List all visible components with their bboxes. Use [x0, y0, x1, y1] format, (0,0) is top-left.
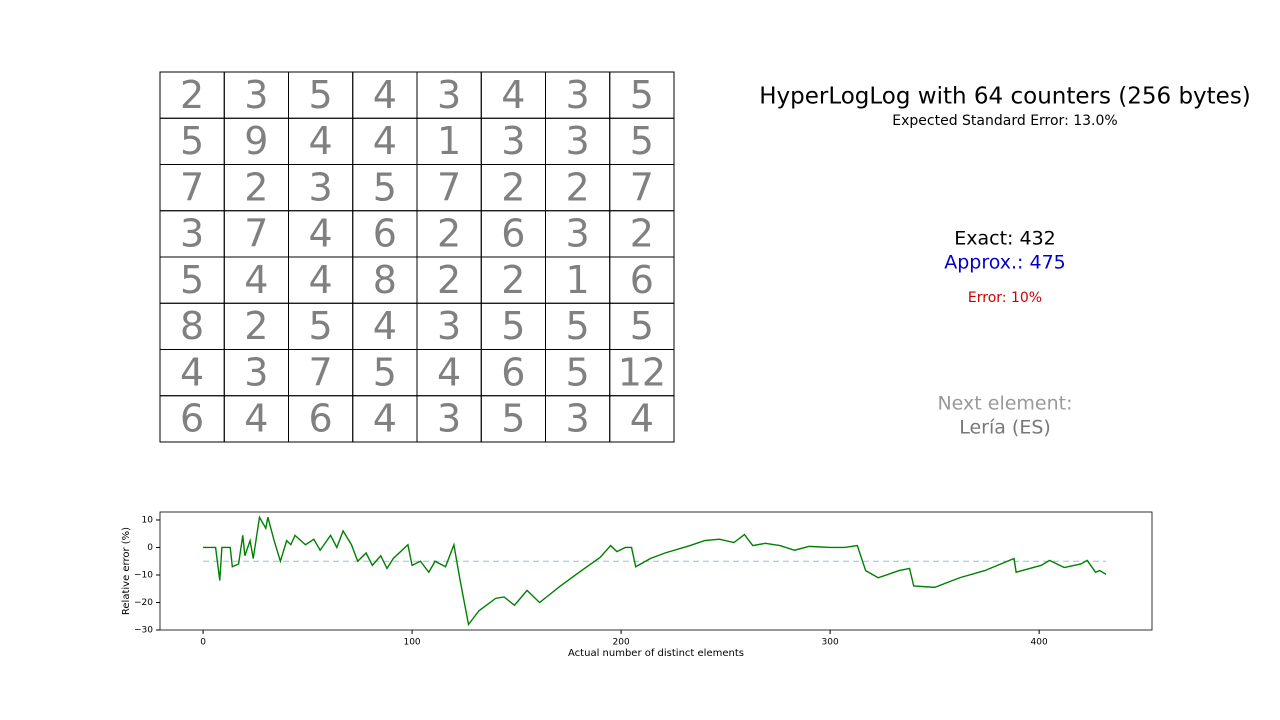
register-value: 5 [501, 304, 525, 348]
register-value: 6 [180, 397, 204, 441]
register-value: 3 [437, 73, 461, 117]
register-value: 3 [566, 212, 590, 256]
next-value: Lería (ES) [959, 417, 1051, 439]
register-value: 12 [618, 350, 666, 394]
register-value: 2 [501, 258, 525, 302]
register-value: 2 [244, 304, 268, 348]
register-value: 7 [309, 350, 333, 394]
register-value: 5 [309, 304, 333, 348]
register-value: 2 [437, 258, 461, 302]
register-value: 2 [566, 165, 590, 209]
register-value: 5 [501, 397, 525, 441]
next-label: Next element: [937, 393, 1072, 415]
x-tick-label: 400 [1031, 638, 1048, 648]
register-value: 4 [373, 73, 397, 117]
register-value: 3 [244, 73, 268, 117]
register-value: 9 [244, 119, 268, 163]
register-value: 6 [501, 212, 525, 256]
register-value: 5 [630, 73, 654, 117]
register-value: 3 [566, 119, 590, 163]
register-value: 8 [180, 304, 204, 348]
register-value: 5 [566, 304, 590, 348]
register-value: 3 [566, 73, 590, 117]
register-value: 2 [244, 165, 268, 209]
exact: Exact: 432 [954, 228, 1056, 250]
approx: Approx.: 475 [944, 252, 1066, 274]
register-value: 7 [630, 165, 654, 209]
register-value: 4 [630, 397, 654, 441]
register-value: 3 [566, 397, 590, 441]
register-value: 5 [630, 119, 654, 163]
register-value: 2 [180, 73, 204, 117]
register-value: 4 [437, 350, 461, 394]
register-value: 3 [437, 397, 461, 441]
y-tick-label: −20 [134, 598, 153, 608]
register-cell [609, 395, 675, 443]
x-tick-label: 100 [403, 638, 420, 648]
register-value: 1 [437, 119, 461, 163]
register-value: 4 [373, 119, 397, 163]
register-value: 5 [373, 350, 397, 394]
register-value: 6 [373, 212, 397, 256]
register-value: 4 [244, 258, 268, 302]
y-tick-label: 10 [142, 515, 154, 525]
register-value: 2 [501, 165, 525, 209]
error-line [203, 515, 1107, 627]
register-value: 4 [373, 397, 397, 441]
y-axis-label: Relative error (%) [121, 527, 132, 615]
register-value: 4 [244, 397, 268, 441]
register-value: 3 [244, 350, 268, 394]
plot-frame [159, 511, 1153, 631]
register-value: 3 [437, 304, 461, 348]
register-value: 7 [244, 212, 268, 256]
title: HyperLogLog with 64 counters (256 bytes) [759, 84, 1251, 110]
y-tick-label: −10 [134, 570, 153, 580]
register-value: 8 [373, 258, 397, 302]
register-value: 1 [566, 258, 590, 302]
register-value: 4 [180, 350, 204, 394]
register-value: 5 [180, 258, 204, 302]
register-value: 5 [630, 304, 654, 348]
register-value: 2 [437, 212, 461, 256]
register-value: 5 [309, 73, 333, 117]
register-value: 6 [309, 397, 333, 441]
register-value: 6 [501, 350, 525, 394]
y-tick-label: −30 [134, 626, 153, 636]
x-tick-label: 300 [822, 638, 839, 648]
register-value: 4 [309, 119, 333, 163]
register-value: 4 [309, 212, 333, 256]
register-value: 7 [180, 165, 204, 209]
register-value: 2 [630, 212, 654, 256]
register-value: 7 [437, 165, 461, 209]
register-value: 3 [180, 212, 204, 256]
register-value: 5 [180, 119, 204, 163]
error: Error: 10% [968, 290, 1042, 306]
register-value: 3 [309, 165, 333, 209]
register-value: 5 [373, 165, 397, 209]
subtitle: Expected Standard Error: 13.0% [892, 113, 1117, 129]
register-value: 6 [630, 258, 654, 302]
register-value: 4 [501, 73, 525, 117]
x-tick-label: 200 [613, 638, 630, 648]
y-tick-label: 0 [147, 543, 153, 553]
register-value: 5 [566, 350, 590, 394]
register-value: 3 [501, 119, 525, 163]
register-value: 4 [373, 304, 397, 348]
register-value: 4 [309, 258, 333, 302]
x-axis-label: Actual number of distinct elements [568, 648, 744, 659]
x-tick-label: 0 [200, 638, 206, 648]
